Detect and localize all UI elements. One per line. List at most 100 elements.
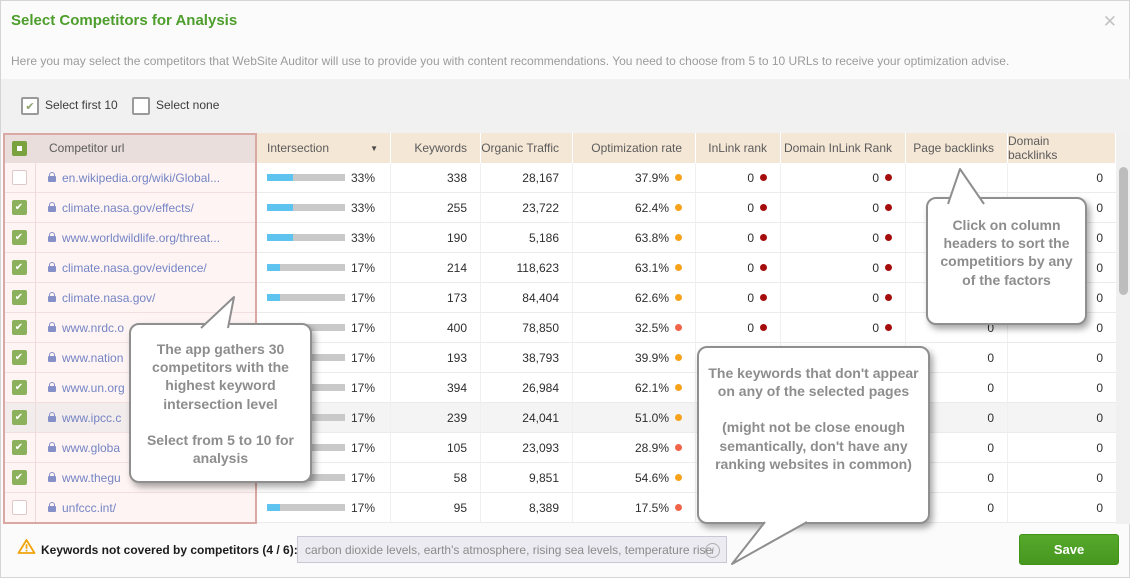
competitor-url-link[interactable]: www.globa	[62, 440, 121, 455]
row-checkbox[interactable]: ✔	[11, 470, 27, 485]
column-header-intersection[interactable]: Intersection ▼	[257, 133, 391, 163]
status-dot-orange	[675, 204, 682, 211]
column-header-domain-backlinks[interactable]: Domain backlinks	[1008, 133, 1116, 163]
status-dot-darkred	[885, 324, 892, 331]
optimization-rate-cell-value: 51.0%	[634, 410, 669, 425]
keywords-not-covered-field[interactable]: carbon dioxide levels, earth's atmospher…	[297, 536, 727, 563]
status-dot-orange	[675, 384, 682, 391]
keywords-cell: 105	[391, 433, 481, 463]
tooltip-keywords-uncovered: The keywords that don't appear on any of…	[697, 346, 930, 524]
domain-inlink-rank-cell: 0	[781, 163, 906, 193]
competitor-url-link[interactable]: climate.nasa.gov/effects/	[62, 200, 194, 215]
row-checkbox[interactable]: ✔	[11, 230, 27, 245]
competitor-url-cell: unfccc.int/	[36, 493, 257, 523]
column-header-optimization-rate[interactable]: Optimization rate	[573, 133, 696, 163]
competitor-url-link[interactable]: en.wikipedia.org/wiki/Global...	[62, 170, 221, 185]
row-checkbox[interactable]: ✔	[11, 350, 27, 365]
organic-traffic-cell: 78,850	[481, 313, 573, 343]
row-checkbox[interactable]: ✔	[11, 320, 27, 335]
competitor-url-link[interactable]: climate.nasa.gov/	[62, 290, 156, 305]
row-checkbox[interactable]: ✔	[11, 380, 27, 395]
status-dot-darkred	[760, 204, 767, 211]
organic-traffic-cell-value: 5,186	[528, 230, 559, 245]
row-checkbox[interactable]	[11, 170, 27, 185]
competitor-url-link[interactable]: www.ipcc.c	[62, 410, 122, 425]
close-icon[interactable]: ✕	[1102, 12, 1117, 31]
domain-inlink-rank-cell-value: 0	[872, 320, 879, 335]
optimization-rate-cell-value: 62.1%	[634, 380, 669, 395]
row-checkbox[interactable]: ✔	[11, 410, 27, 425]
optimization-rate-cell: 28.9%	[573, 433, 696, 463]
competitor-url-cell: en.wikipedia.org/wiki/Global...	[36, 163, 257, 193]
intersection-bar	[267, 504, 345, 511]
intersection-value: 17%	[350, 380, 375, 395]
keywords-cell: 394	[391, 373, 481, 403]
optimization-rate-cell-value: 32.5%	[634, 320, 669, 335]
row-checkbox[interactable]: ✔	[11, 260, 27, 275]
intersection-bar-fill	[267, 234, 293, 241]
select-all-checkbox[interactable]	[12, 140, 27, 156]
table-header: Competitor url Intersection ▼ Keywords Or…	[3, 133, 1116, 163]
keywords-cell-value: 190	[446, 230, 467, 245]
inlink-rank-cell-value: 0	[747, 320, 754, 335]
column-header-keywords[interactable]: Keywords	[391, 133, 481, 163]
optimization-rate-cell: 62.6%	[573, 283, 696, 313]
lock-icon	[48, 501, 56, 512]
intersection-bar	[267, 174, 345, 181]
competitor-url-link[interactable]: www.nrdc.o	[62, 320, 125, 335]
optimization-rate-cell: 37.9%	[573, 163, 696, 193]
intersection-bar	[267, 264, 345, 271]
column-header-domain-inlink-rank[interactable]: Domain InLink Rank	[781, 133, 906, 163]
intersection-value: 17%	[350, 470, 375, 485]
select-first-10-checkbox[interactable]: ✔	[21, 97, 39, 115]
status-dot-darkred	[885, 204, 892, 211]
column-header-organic-traffic[interactable]: Organic Traffic	[481, 133, 573, 163]
keywords-cell: 239	[391, 403, 481, 433]
keywords-cell-value: 58	[453, 470, 467, 485]
domain-inlink-rank-cell: 0	[781, 253, 906, 283]
intersection-value: 17%	[350, 410, 375, 425]
row-select-cell: ✔	[3, 463, 36, 493]
dialog-subtitle: Here you may select the competitors that…	[11, 54, 1010, 68]
competitor-url-link[interactable]: www.worldwildlife.org/threat...	[62, 230, 221, 245]
inlink-rank-cell-value: 0	[747, 170, 754, 185]
organic-traffic-cell: 23,093	[481, 433, 573, 463]
column-header-page-backlinks[interactable]: Page backlinks	[906, 133, 1008, 163]
intersection-bar-fill	[267, 294, 281, 301]
intersection-cell: 33%	[257, 223, 391, 253]
intersection-value: 33%	[350, 230, 375, 245]
row-checkbox[interactable]: ✔	[11, 200, 27, 215]
competitor-url-link[interactable]: unfccc.int/	[62, 500, 117, 515]
optimization-rate-cell-value: 37.9%	[634, 170, 669, 185]
organic-traffic-cell: 8,389	[481, 493, 573, 523]
row-checkbox[interactable]: ✔	[11, 440, 27, 455]
intersection-bar	[267, 294, 345, 301]
scrollbar-thumb[interactable]	[1119, 167, 1128, 295]
competitor-url-link[interactable]: www.un.org	[62, 380, 125, 395]
domain-backlinks-cell-value: 0	[1096, 350, 1103, 365]
select-none-checkbox[interactable]	[132, 97, 150, 115]
lock-icon	[48, 471, 56, 482]
tooltip-sort-hint: Click on column headers to sort the comp…	[926, 197, 1087, 325]
save-button[interactable]: Save	[1019, 534, 1119, 565]
competitor-url-link[interactable]: climate.nasa.gov/evidence/	[62, 260, 207, 275]
competitor-url-link[interactable]: www.nation	[62, 350, 124, 365]
keywords-cell-value: 173	[446, 290, 467, 305]
tooltip-sort-hint-tail	[947, 168, 985, 205]
optimization-rate-cell: 51.0%	[573, 403, 696, 433]
row-select-cell: ✔	[3, 343, 36, 373]
row-checkbox[interactable]	[11, 500, 27, 515]
domain-inlink-rank-cell-value: 0	[872, 290, 879, 305]
lock-icon	[48, 201, 56, 212]
select-all-cell[interactable]	[3, 133, 36, 163]
row-checkbox[interactable]: ✔	[11, 290, 27, 305]
optimization-rate-cell: 17.5%	[573, 493, 696, 523]
column-header-competitor-url[interactable]: Competitor url	[36, 133, 257, 163]
domain-inlink-rank-cell: 0	[781, 193, 906, 223]
domain-backlinks-cell-value: 0	[1096, 290, 1103, 305]
optimization-rate-cell-value: 62.4%	[634, 200, 669, 215]
competitor-url-link[interactable]: www.thegu	[62, 470, 121, 485]
inlink-rank-cell: 0	[696, 193, 781, 223]
info-icon[interactable]: i	[705, 543, 720, 558]
column-header-inlink-rank[interactable]: InLink rank	[696, 133, 781, 163]
